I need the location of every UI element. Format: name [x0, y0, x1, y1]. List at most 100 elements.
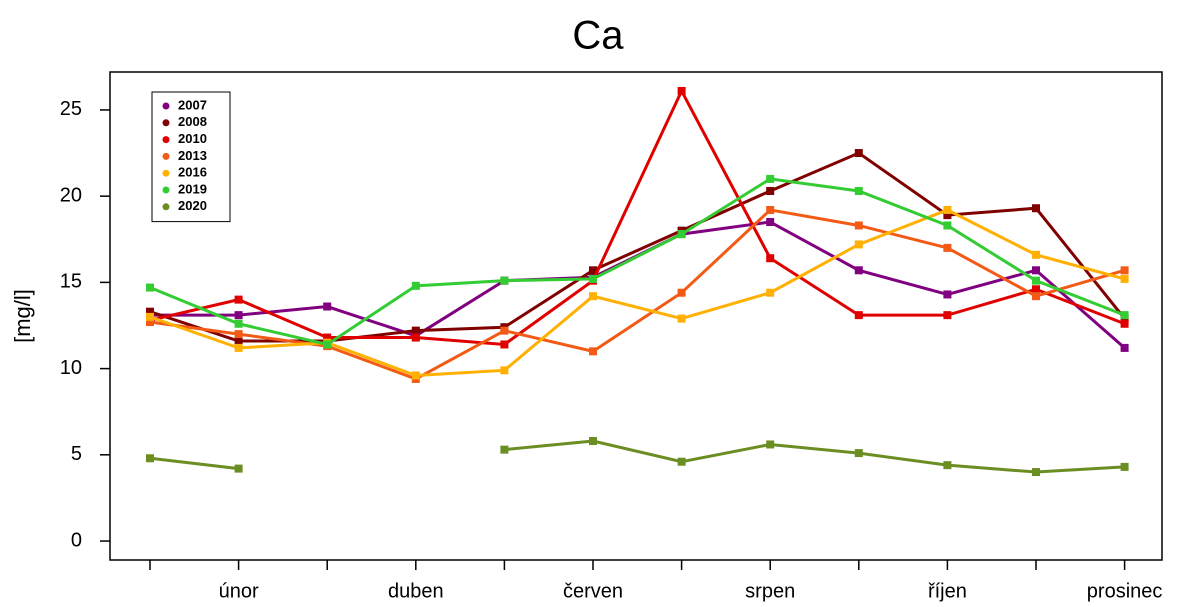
data-point — [943, 205, 952, 214]
data-point — [1032, 266, 1040, 275]
series-line — [150, 220, 1126, 350]
data-point — [854, 186, 863, 195]
data-point — [1120, 343, 1129, 352]
series-line — [149, 456, 239, 471]
data-point — [146, 307, 154, 316]
data-point — [1120, 311, 1129, 320]
data-point — [766, 174, 775, 183]
data-point — [943, 221, 952, 230]
series-line — [149, 177, 1126, 347]
plot-box — [109, 71, 1163, 561]
legend-label: 2007 — [178, 97, 207, 112]
data-point — [766, 205, 775, 214]
data-point — [589, 274, 597, 283]
y-tick-label: 5 — [71, 443, 82, 465]
x-tick-label: únor — [219, 580, 259, 602]
data-point — [1120, 319, 1129, 328]
x-tick-label: červen — [563, 580, 623, 602]
data-point — [411, 371, 420, 380]
data-point — [677, 86, 686, 95]
data-point — [1032, 204, 1040, 213]
legend-marker — [162, 186, 170, 194]
legend-marker — [162, 152, 170, 160]
data-point — [146, 318, 154, 327]
data-point — [411, 326, 420, 335]
legend-marker — [162, 169, 170, 177]
chart-title: Ca — [572, 14, 624, 58]
data-point — [1120, 462, 1129, 471]
data-point — [1120, 274, 1129, 283]
data-point — [854, 449, 863, 458]
data-point — [234, 330, 243, 339]
data-point — [234, 295, 243, 304]
data-point — [1032, 468, 1040, 477]
data-point — [234, 337, 243, 346]
data-point — [766, 186, 775, 195]
data-point — [854, 240, 863, 249]
legend-label: 2013 — [178, 148, 207, 163]
data-point — [146, 312, 154, 321]
data-point — [943, 211, 952, 220]
y-tick-label: 10 — [60, 357, 82, 379]
x-tick-label: srpen — [745, 580, 795, 602]
legend-marker — [162, 119, 170, 127]
data-point — [766, 218, 775, 227]
legend-label: 2008 — [178, 114, 207, 129]
data-point — [589, 292, 597, 301]
data-point — [677, 314, 686, 323]
series-line — [149, 151, 1126, 343]
data-point — [500, 366, 509, 375]
y-axis-label: [mg/l] — [10, 289, 35, 343]
data-point — [854, 311, 863, 320]
data-point — [411, 281, 420, 290]
data-point — [411, 333, 420, 342]
data-point — [1032, 276, 1040, 285]
data-point — [323, 333, 332, 342]
data-point — [677, 230, 686, 239]
data-point — [1120, 266, 1129, 275]
data-point — [234, 311, 243, 320]
data-point — [589, 347, 597, 356]
data-point — [677, 288, 686, 297]
data-point — [500, 445, 509, 454]
data-point — [854, 149, 863, 158]
data-point — [854, 221, 863, 230]
data-point — [500, 326, 509, 335]
x-tick-label: prosinec — [1087, 580, 1163, 602]
data-point — [323, 340, 332, 349]
data-point — [854, 266, 863, 275]
legend-marker — [162, 203, 170, 211]
series-line — [149, 208, 1126, 381]
legend-marker — [162, 136, 170, 144]
data-point — [146, 283, 154, 292]
data-point — [677, 457, 686, 466]
series-line — [149, 208, 1125, 378]
data-point — [943, 461, 952, 470]
y-tick-label: 15 — [60, 271, 82, 293]
legend-marker — [162, 102, 170, 110]
legend-label: 2020 — [178, 198, 207, 213]
data-point — [943, 243, 952, 252]
data-point — [500, 276, 509, 285]
y-tick-label: 25 — [60, 98, 82, 120]
x-tick-label: říjen — [928, 580, 967, 602]
data-point — [589, 437, 597, 446]
x-tick-label: duben — [388, 580, 444, 602]
data-point — [943, 290, 952, 299]
y-tick-label: 20 — [60, 184, 82, 206]
data-point — [234, 319, 243, 328]
data-point — [146, 454, 154, 463]
data-point — [1032, 285, 1040, 294]
data-point — [766, 440, 775, 449]
legend-label: 2010 — [178, 131, 207, 146]
data-point — [234, 464, 243, 473]
data-point — [589, 266, 597, 275]
data-point — [766, 254, 775, 263]
data-point — [1032, 250, 1040, 259]
data-point — [1032, 292, 1040, 301]
data-point — [323, 302, 332, 311]
data-point — [500, 340, 509, 349]
y-tick-label: 0 — [71, 529, 82, 551]
series-line — [504, 439, 1125, 474]
